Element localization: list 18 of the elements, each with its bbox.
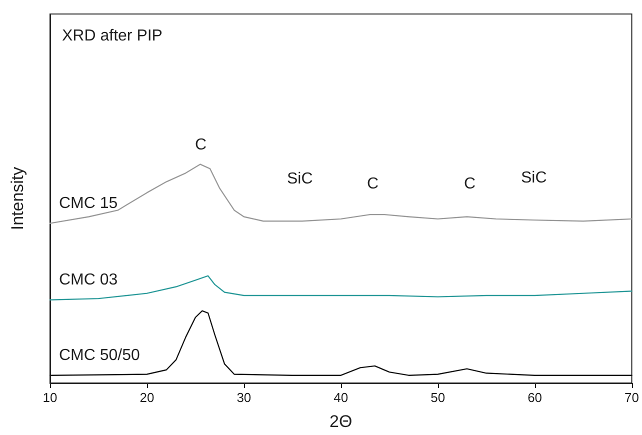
x-axis-title: 2Θ (330, 412, 352, 431)
series-label: CMC 50/50 (59, 346, 140, 364)
x-tick-label: 20 (140, 390, 154, 405)
annotation: C (464, 176, 476, 192)
y-axis-title: Intensity (8, 166, 27, 230)
x-tick-label: 60 (528, 390, 542, 405)
text: XRD after PIP (62, 28, 162, 44)
annotation: C (367, 176, 379, 192)
annotation: SiC (287, 170, 313, 188)
x-tick-label: 10 (42, 390, 58, 405)
text: C (195, 136, 207, 154)
x-tick-label: 70 (624, 390, 640, 405)
x-tick-label: 30 (236, 390, 252, 405)
annotation: SiC (521, 170, 547, 186)
series-label: CMC 03 (59, 271, 118, 288)
x-tick-label: 50 (430, 390, 446, 405)
x-tick-label: 40 (334, 390, 348, 405)
series-label: CMC 15 (59, 194, 118, 212)
